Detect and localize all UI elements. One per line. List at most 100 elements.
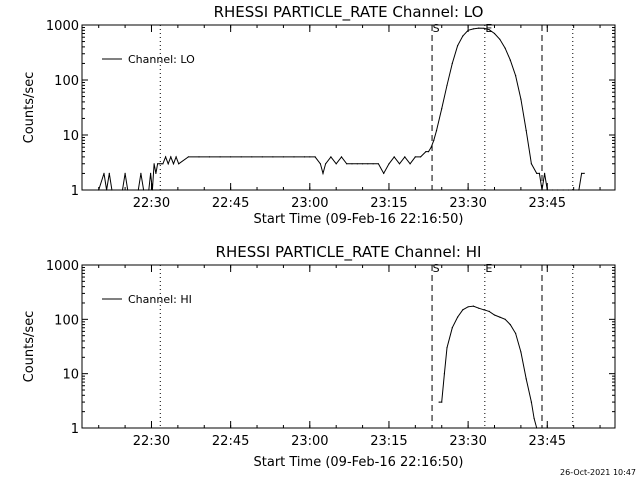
data-point <box>567 189 570 191</box>
data-point <box>160 163 162 165</box>
data-point <box>162 163 164 165</box>
x-axis-label: Start Time (09-Feb-16 22:16:50) <box>254 455 464 470</box>
data-point <box>151 189 153 191</box>
data-point <box>427 151 430 153</box>
data-point <box>340 156 343 158</box>
panel-hi: RHESSI PARTICLE_RATE Channel: HI 1 10 100 10… <box>22 243 616 470</box>
y-tick-label: 1 <box>71 422 79 437</box>
data-point <box>488 29 490 31</box>
y-tick-label: 10 <box>62 368 79 383</box>
data-point <box>441 108 443 110</box>
data-point <box>557 189 559 191</box>
data-point <box>462 309 464 311</box>
data-point <box>467 306 469 308</box>
data-point <box>433 139 435 141</box>
timestamp-stamp: 26-Oct-2021 10:47 <box>560 468 636 477</box>
data-point <box>404 156 406 158</box>
marker-label-e: E <box>485 262 492 275</box>
data-point <box>251 156 253 158</box>
data-point <box>157 163 159 165</box>
data-point <box>108 172 110 174</box>
data-point <box>435 130 438 132</box>
data-point <box>533 417 535 419</box>
data-point <box>103 172 105 174</box>
data-point <box>573 189 575 191</box>
data-point <box>219 156 221 158</box>
data-point <box>272 156 274 158</box>
data-point <box>546 189 548 191</box>
data-point <box>520 351 522 353</box>
data-point <box>515 75 517 77</box>
data-point <box>158 163 160 165</box>
x-tick-label: 23:45 <box>529 196 566 211</box>
data-point <box>530 163 533 165</box>
data-point <box>240 156 242 158</box>
y-tick-label: 1 <box>71 184 79 199</box>
data-point <box>351 163 353 165</box>
data-point <box>443 373 445 375</box>
data-point <box>170 156 172 158</box>
data-point <box>409 163 411 165</box>
data-point <box>536 172 538 174</box>
data-point <box>478 27 480 29</box>
data-point <box>303 156 306 158</box>
data-point <box>544 172 546 174</box>
data-point <box>165 156 167 158</box>
data-point <box>552 189 554 191</box>
marker-label-e: E <box>485 22 492 35</box>
data-point <box>127 189 129 191</box>
y-axis-label: Counts/sec <box>22 72 37 144</box>
x-axis-label: Start Time (09-Feb-16 22:16:50) <box>254 212 464 227</box>
data-point <box>467 29 469 31</box>
plot-frame <box>81 24 616 191</box>
data-point <box>438 401 440 403</box>
data-point <box>148 189 150 191</box>
data-point <box>314 156 316 158</box>
data-point <box>446 347 448 349</box>
y-tick-label: 100 <box>54 74 79 89</box>
chart-title: RHESSI PARTICLE_RATE Channel: LO <box>214 3 484 22</box>
data-point <box>282 156 284 158</box>
data-point <box>509 59 511 61</box>
data-point <box>451 327 453 329</box>
data-point <box>536 427 538 429</box>
data-point <box>504 47 506 49</box>
data-point <box>525 378 527 380</box>
data-point <box>414 156 416 158</box>
data-point <box>143 189 145 191</box>
data-point <box>137 189 139 191</box>
data-point <box>538 172 541 174</box>
data-point <box>167 163 169 165</box>
marker-label-s: S <box>433 22 440 35</box>
data-point <box>478 307 480 309</box>
data-point <box>520 98 522 100</box>
x-tick-label: 23:00 <box>291 196 328 211</box>
data-point <box>472 305 474 307</box>
data-point <box>178 163 180 165</box>
legend-label: Channel: LO <box>128 53 195 66</box>
data-point <box>121 189 124 191</box>
panel-lo: RHESSI PARTICLE_RATE Channel: LO 1 10 100 10… <box>22 3 616 227</box>
chart-title: RHESSI PARTICLE_RATE Channel: HI <box>216 243 482 262</box>
y-axis-label: Counts/sec <box>22 311 37 383</box>
data-point <box>530 401 533 403</box>
data-point <box>140 172 142 174</box>
data-point <box>208 156 211 158</box>
legend-label: Channel: HI <box>128 293 192 306</box>
y-tick-label: 100 <box>54 313 79 328</box>
data-point <box>150 172 152 174</box>
x-tick-label: 23:30 <box>449 196 486 211</box>
data-point <box>441 401 443 403</box>
plot-frame <box>81 264 616 429</box>
data-point <box>319 163 321 165</box>
data-point <box>153 163 155 165</box>
data-point <box>388 163 390 165</box>
x-tick-label: 22:45 <box>212 434 249 449</box>
x-tick-label: 23:30 <box>449 434 486 449</box>
data-point <box>430 146 432 148</box>
data-point <box>383 172 385 174</box>
series-line <box>439 305 538 429</box>
data-point <box>106 189 108 191</box>
data-point <box>583 172 585 174</box>
